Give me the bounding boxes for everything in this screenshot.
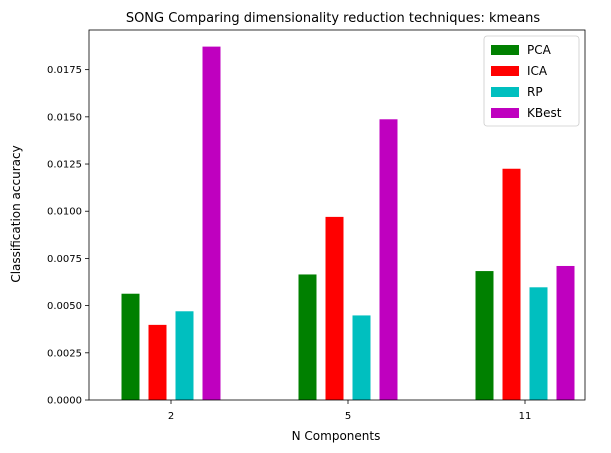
x-axis: 2 5 11 — [168, 400, 532, 422]
bar-rp-2 — [175, 311, 194, 400]
bar-rp-11 — [529, 287, 548, 400]
bar-rp-5 — [352, 315, 371, 400]
legend-label-ica: ICA — [527, 64, 548, 78]
bar-pca-5 — [298, 274, 317, 400]
legend-box — [483, 35, 580, 127]
bars-group — [121, 46, 575, 401]
x-tick-label: 2 — [168, 411, 174, 422]
legend-label-kbest: KBest — [527, 106, 562, 120]
y-axis-label: Classification accuracy — [9, 145, 23, 282]
bar-pca-11 — [475, 271, 494, 400]
chart-title: SONG Comparing dimensionality reduction … — [126, 11, 541, 26]
y-tick-label: 0.0100 — [47, 207, 82, 218]
y-axis: 0.0000 0.0025 0.0050 0.0075 0.0100 0.0125 0.01… — [47, 65, 89, 407]
bar-kbest-11 — [556, 265, 575, 400]
x-tick-label: 5 — [345, 411, 351, 422]
y-tick-label: 0.0000 — [47, 396, 82, 407]
bar-pca-2 — [121, 293, 140, 400]
legend-swatch-rp — [491, 87, 519, 97]
x-tick-label: 11 — [519, 411, 532, 422]
y-tick-label: 0.0075 — [47, 254, 82, 265]
legend-swatch-kbest — [491, 108, 519, 118]
y-tick-label: 0.0175 — [47, 65, 82, 76]
legend-label-pca: PCA — [527, 43, 552, 57]
legend: PCA ICA RP KBest — [483, 35, 580, 127]
y-tick-label: 0.0025 — [47, 348, 82, 359]
y-tick-label: 0.0125 — [47, 160, 82, 171]
legend-label-rp: RP — [527, 85, 543, 99]
bar-kbest-2 — [202, 46, 221, 401]
bar-kbest-5 — [379, 119, 398, 400]
x-axis-label: N Components — [292, 429, 381, 443]
legend-swatch-pca — [491, 45, 519, 55]
legend-swatch-ica — [491, 66, 519, 76]
y-tick-label: 0.0050 — [47, 301, 82, 312]
plot-frame — [88, 29, 586, 401]
bar-ica-2 — [148, 324, 167, 400]
y-tick-label: 0.0150 — [47, 112, 82, 123]
bar-ica-11 — [502, 168, 521, 400]
bar-ica-5 — [325, 216, 344, 400]
